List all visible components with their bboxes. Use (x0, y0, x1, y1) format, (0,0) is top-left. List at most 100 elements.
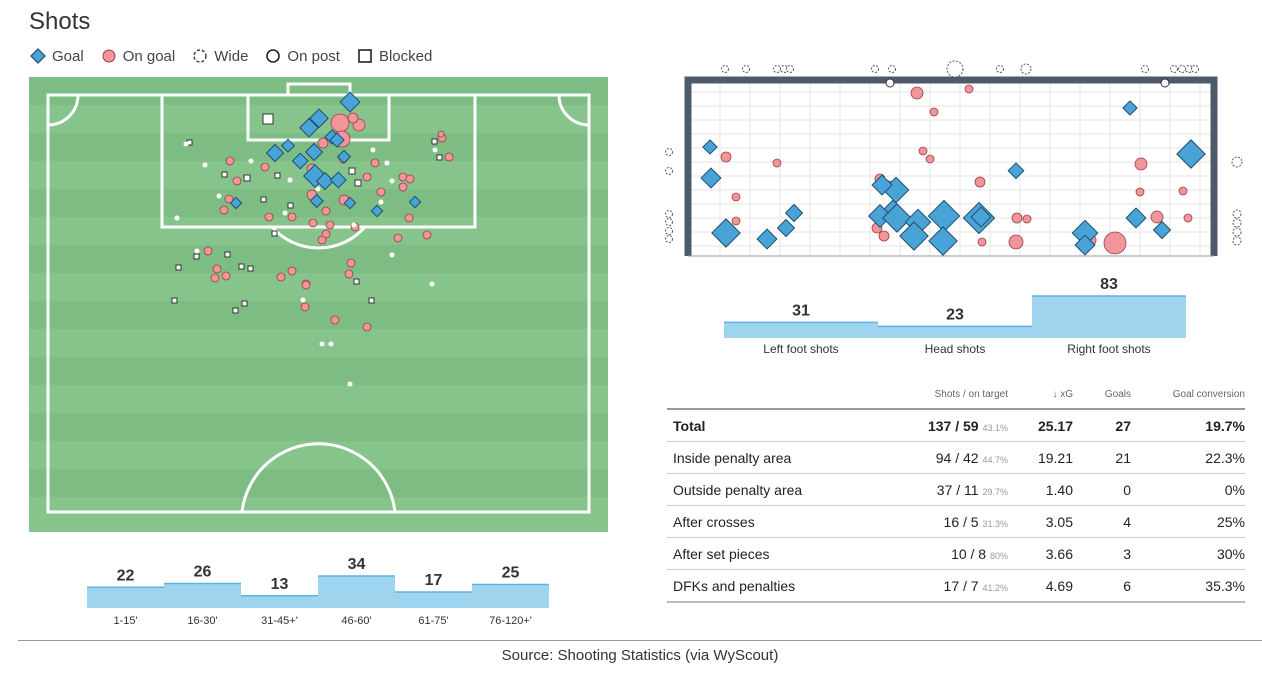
row-shots-value: 10 / 8 (951, 545, 987, 562)
table-row: After crosses 16 / 5 31.3% 3.05 4 25% (667, 505, 1245, 537)
bar-category-label-2: 31-45+' (261, 615, 298, 627)
row-goals: 27 (1115, 417, 1131, 434)
bar-5 (472, 584, 549, 608)
row-goals: 0 (1123, 481, 1131, 498)
on-post-circle-icon (266, 49, 281, 63)
shot-summary-table: Shots / on target ↓ xG Goals Goal conver… (667, 380, 1245, 603)
row-xg: 3.66 (1045, 545, 1073, 562)
row-conversion: 30% (1216, 545, 1245, 562)
bar-value-label-4: 17 (425, 572, 443, 589)
goal-frame (684, 76, 1218, 256)
legend-goal: Goal (29, 47, 84, 65)
goal-diamond-icon (30, 48, 46, 64)
pitch-shot-map (29, 77, 608, 532)
row-label: After set pieces (673, 545, 770, 562)
blocked-square-icon (358, 49, 372, 63)
bar-1 (878, 326, 1032, 338)
goal-shots (229, 91, 422, 218)
pitch-shot-markers (171, 91, 454, 387)
row-label: Inside penalty area (673, 449, 792, 466)
bar-category-label-3: 46-60' (341, 615, 371, 627)
row-shots-value: 17 / 7 (943, 577, 979, 594)
bar-value-label-2: 13 (271, 576, 289, 593)
table-header: Shots / on target ↓ xG Goals Goal conver… (667, 380, 1245, 408)
bar-category-label-4: 61-75' (418, 615, 448, 627)
row-label: DFKs and penalties (673, 577, 796, 594)
row-xg: 25.17 (1037, 417, 1073, 434)
legend-on-post: On post (264, 47, 340, 65)
row-shots-pct: 29.7% (982, 486, 1008, 497)
row-shots-value: 16 / 5 (943, 513, 979, 530)
row-conversion: 19.7% (1205, 417, 1245, 434)
bar-2 (1032, 296, 1186, 338)
bar-0 (724, 322, 878, 338)
row-conversion: 0% (1224, 481, 1245, 498)
row-goals: 4 (1123, 513, 1131, 530)
bar-category-label-1: Head shots (925, 342, 986, 356)
row-xg: 4.69 (1045, 577, 1073, 594)
body-part-bars-chart: 31 Left foot shots 23 Head shots 83 Right foo… (724, 276, 1186, 356)
bar-value-label-0: 31 (792, 302, 810, 319)
row-shots-value: 94 / 42 (935, 449, 979, 466)
row-label: Total (673, 417, 706, 434)
on-goal-circle-icon (102, 49, 116, 63)
legend-wide-label: Wide (214, 47, 249, 65)
row-xg: 19.21 (1037, 449, 1073, 466)
row-shots-pct: 80% (989, 550, 1008, 561)
row-shots-value: 37 / 11 (936, 481, 979, 498)
row-shots: 17 / 7 41.2% (883, 578, 1008, 594)
row-label: Outside penalty area (673, 481, 803, 498)
table-header-goals: Goals (1104, 388, 1131, 400)
table-row: Outside penalty area 37 / 11 29.7% 1.40 … (667, 473, 1245, 505)
row-goals: 21 (1115, 449, 1131, 466)
row-shots-pct: 44.7% (982, 454, 1008, 465)
chart-title: Shots (29, 8, 91, 35)
source-caption: Source: Shooting Statistics (via WyScout… (18, 640, 1262, 664)
row-xg: 1.40 (1045, 481, 1073, 498)
legend-on-post-label: On post (287, 47, 340, 65)
bar-4 (395, 592, 472, 608)
table-header-xg: ↓ xG (1052, 388, 1073, 400)
legend-wide: Wide (191, 47, 248, 65)
row-shots: 37 / 11 29.7% (883, 482, 1008, 498)
goal-mouth-shot-map (665, 60, 1243, 257)
legend-blocked-label: Blocked (378, 47, 433, 65)
row-shots: 10 / 8 80% (883, 546, 1008, 562)
bar-value-label-0: 22 (117, 567, 135, 584)
bar-value-label-1: 26 (194, 564, 212, 581)
table-header-conversion: Goal conversion (1172, 388, 1245, 400)
bar-2 (241, 595, 318, 608)
bar-1 (164, 583, 241, 608)
bar-category-label-0: 1-15' (113, 615, 137, 627)
row-xg: 3.05 (1045, 513, 1073, 530)
bar-category-label-2: Right foot shots (1067, 342, 1150, 356)
bar-value-label-3: 34 (348, 556, 366, 573)
legend-on-goal-label: On goal (122, 47, 176, 65)
row-goals: 3 (1123, 545, 1131, 562)
bar-value-label-1: 23 (946, 306, 964, 323)
table-row: Total 137 / 59 43.1% 25.17 27 19.7% (667, 408, 1245, 441)
minute-bars-chart: 22 1-15' 26 16-30' 13 31-45+' 34 46-60' 17 61-75'… (87, 556, 549, 627)
bar-0 (87, 587, 164, 608)
goal-scored-shots (700, 100, 1206, 256)
row-shots-value: 137 / 59 (927, 417, 979, 434)
table-row: After set pieces 10 / 8 80% 3.66 3 30% (667, 537, 1245, 569)
legend-goal-label: Goal (52, 47, 84, 65)
row-shots-pct: 31.3% (982, 518, 1008, 529)
bar-category-label-1: 16-30' (187, 615, 217, 627)
legend-on-goal: On goal (100, 47, 176, 65)
legend-blocked: Blocked (356, 47, 432, 65)
legend: Goal On goal Wide On post Blocked (29, 47, 442, 65)
post-shots (885, 78, 1170, 88)
bar-value-label-2: 83 (1100, 276, 1118, 293)
bar-category-label-5: 76-120+' (489, 615, 532, 627)
row-goals: 6 (1123, 577, 1131, 594)
row-shots-pct: 41.2% (982, 582, 1008, 593)
wide-shots (174, 141, 438, 387)
table-row: DFKs and penalties 17 / 7 41.2% 4.69 6 3… (667, 569, 1245, 603)
blocked-shots (171, 113, 443, 314)
goal-wide-shots (665, 60, 1243, 246)
wide-dashed-circle-icon (193, 49, 207, 63)
row-label: After crosses (673, 513, 755, 530)
table-row: Inside penalty area 94 / 42 44.7% 19.21 … (667, 441, 1245, 473)
